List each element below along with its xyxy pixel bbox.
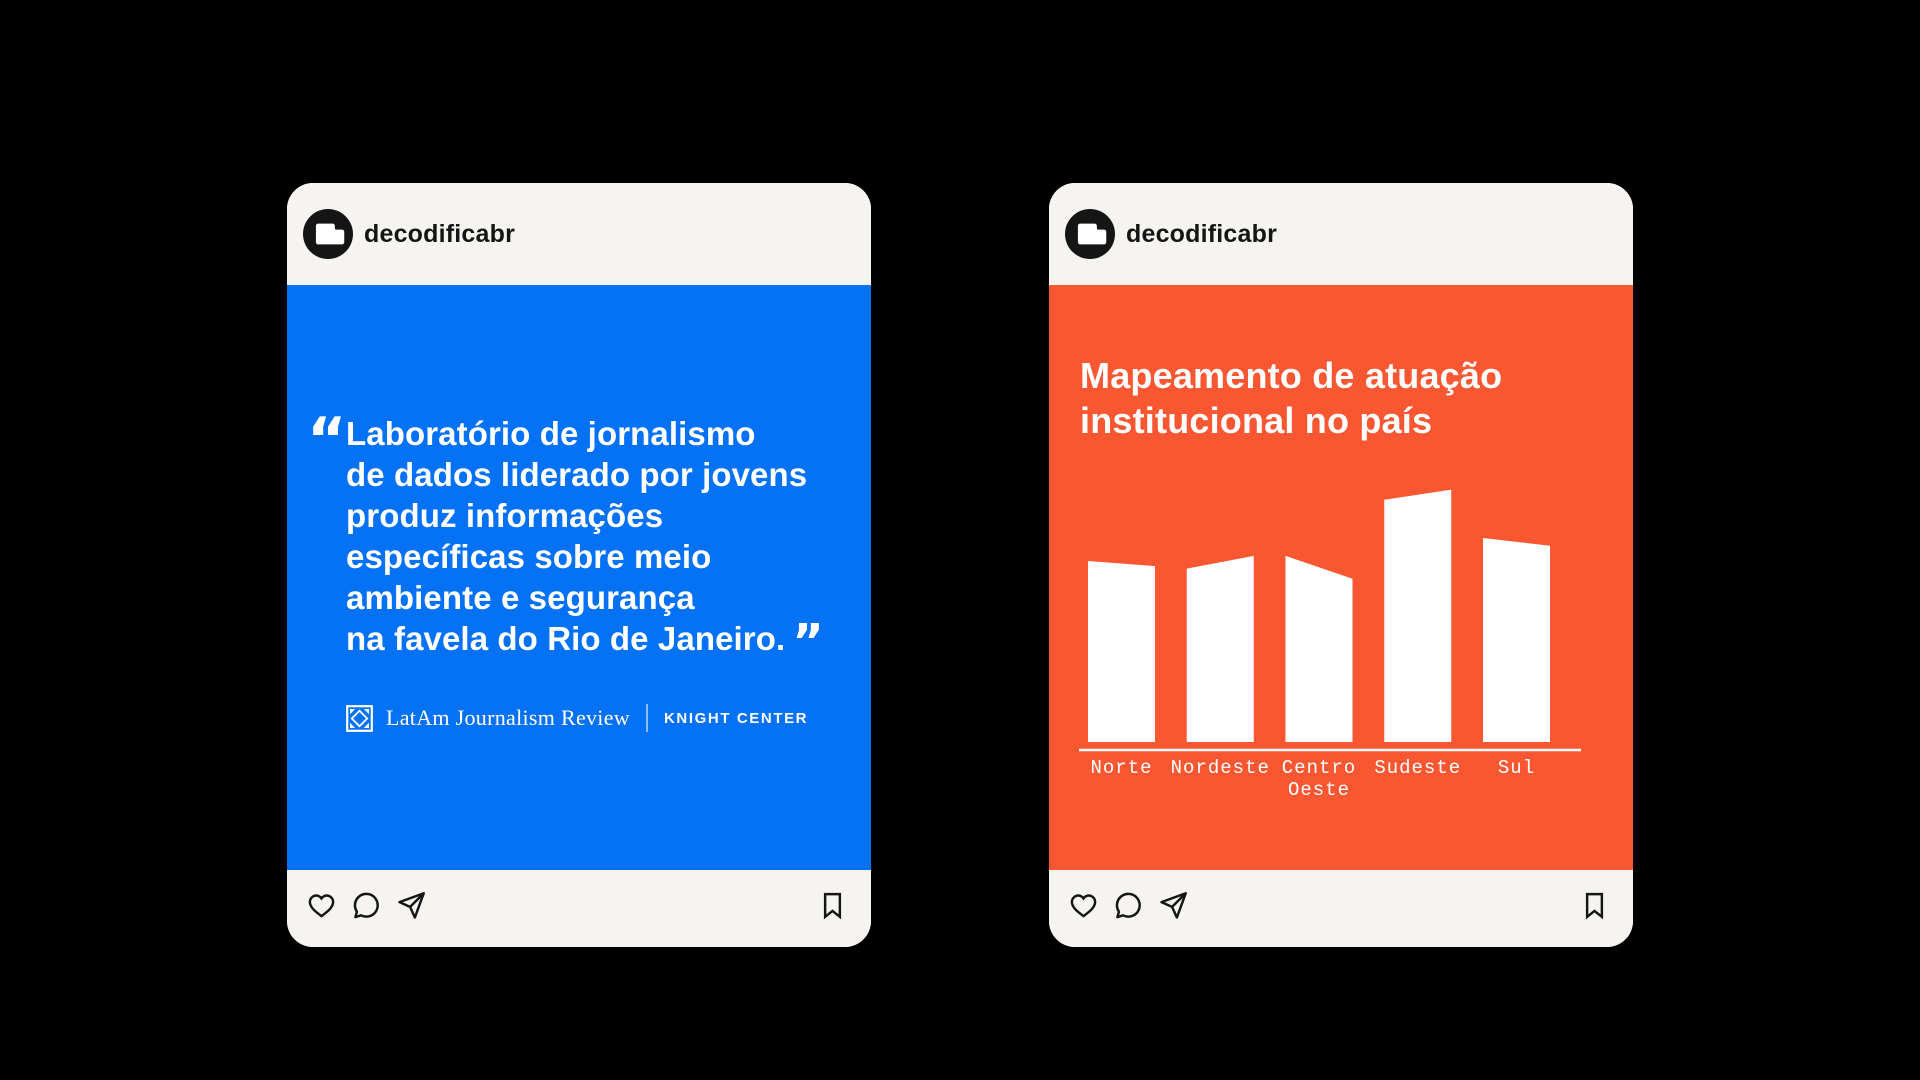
close-quote-mark: ” [792,614,824,670]
bar-nordeste [1186,555,1254,742]
post-header: decodificabr [287,183,871,285]
open-quote-mark: “ [307,405,347,475]
bar-centro-oeste [1285,555,1353,742]
post-actions [1049,870,1633,947]
partner-name: KNIGHT CENTER [663,709,809,727]
comment-button[interactable] [1113,890,1144,921]
bar-norte [1088,561,1155,742]
save-button[interactable] [1579,890,1610,921]
paper-plane-icon [1160,892,1187,919]
instagram-post-chart: decodificabr Mapeamento de atuação insti… [1049,183,1633,947]
username[interactable]: decodificabr [1126,219,1278,248]
paper-plane-icon [398,892,425,919]
bar-sudeste [1384,489,1452,742]
share-button[interactable] [396,890,427,921]
quote-text-body: Laboratório de jornalismo de dados lider… [346,415,808,657]
avatar[interactable] [303,209,353,259]
comment-button[interactable] [351,890,382,921]
heart-icon [1070,894,1097,918]
bookmark-icon [1585,892,1604,920]
post-media-quote: “ Laboratório de jornalismo de dados lid… [287,285,871,870]
quote-text: Laboratório de jornalismo de dados lider… [346,413,824,666]
heart-icon [308,894,335,918]
comment-bubble-icon [1115,892,1141,919]
source-name: LatAm Journalism Review [386,705,630,730]
avatar[interactable] [1065,209,1115,259]
attribution: LatAm Journalism Review KNIGHT CENTER [346,704,808,732]
save-button[interactable] [817,890,848,921]
folder-logo-icon [315,223,345,245]
username[interactable]: decodificabr [364,219,516,248]
post-media-chart: Mapeamento de atuação institucional no p… [1049,285,1633,870]
post-actions [287,870,871,947]
bar-label: Nordeste [1171,757,1270,779]
bar-label: Sul [1498,757,1535,779]
like-button[interactable] [1068,890,1099,921]
comment-bubble-icon [353,892,379,919]
divider [645,704,648,732]
share-button[interactable] [1158,890,1189,921]
bar-label: Centro Oeste [1282,757,1356,801]
bar-chart: Norte Nordeste Centro Oeste Sudeste Sul [1079,489,1581,801]
bar-label: Sudeste [1374,757,1461,779]
bookmark-icon [823,892,842,920]
bar-sul [1483,538,1550,742]
instagram-post-quote: decodificabr “ Laboratório de jornalismo… [287,183,871,947]
bar-label: Norte [1090,757,1152,779]
like-button[interactable] [306,890,337,921]
latam-journalism-review-logo-icon [346,704,373,732]
post-header: decodificabr [1049,183,1633,285]
folder-logo-icon [1077,223,1107,245]
chart-title: Mapeamento de atuação institucional no p… [1080,355,1503,441]
